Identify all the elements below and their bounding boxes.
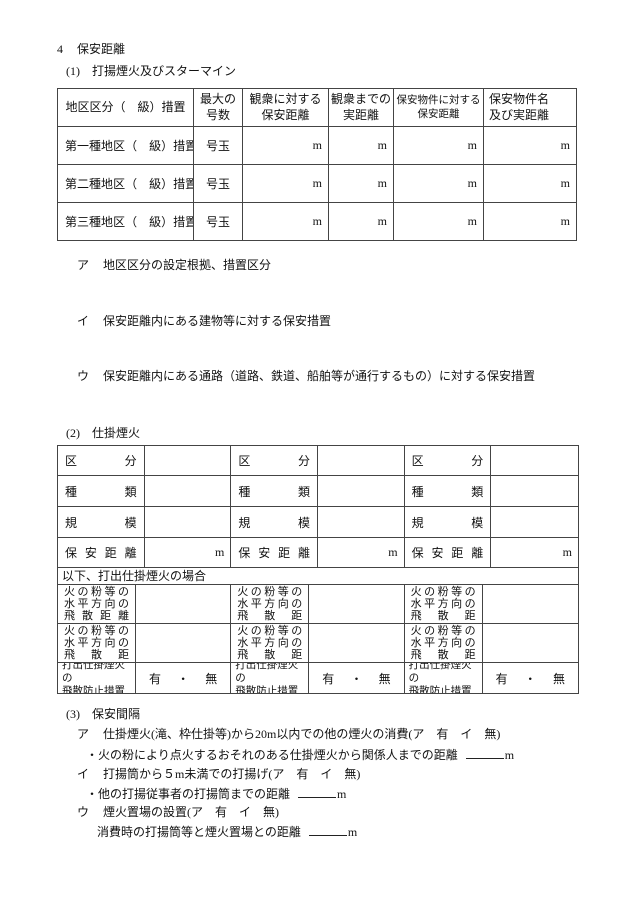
label-scatter-prevention: 打出仕掛煙火の 飛散防止措置 (404, 663, 483, 693)
table-row-unit: m (243, 165, 329, 203)
value-shurui (317, 476, 405, 507)
set-fireworks-table-top: 区分 区分 区分 種類 種類 種類 規模 規模 規模 保安距離 m 保安距離 m… (58, 446, 578, 568)
label-safety-distance: 保安距離 (231, 538, 318, 568)
set-fireworks-table: 区分 区分 区分 種類 種類 種類 規模 規模 規模 保安距離 m 保安距離 m… (57, 445, 579, 694)
list-item-i: イ打揚筒から５m未満での打揚げ(ア 有 イ 無) (77, 767, 361, 781)
value-kubun (491, 446, 578, 476)
value-kubun (144, 446, 232, 476)
table-row-max: 号玉 (194, 127, 243, 165)
subsection-2-number: (2) (66, 426, 80, 440)
table-row-unit: m (394, 127, 484, 165)
value-spark-distance (136, 624, 232, 663)
label-scatter-prevention: 打出仕掛煙火の 飛散防止措置 (231, 663, 310, 693)
subsection-1-number: (1) (66, 64, 80, 78)
section-4-title: 保安距離 (77, 42, 126, 56)
value-safety-distance: m (144, 538, 232, 568)
table-row-unit: m (329, 127, 394, 165)
value-kibo (144, 507, 232, 538)
value-scatter-prevention: 有 ・ 無 (482, 663, 578, 693)
header-property-name: 保安物件名 及び実距離 (484, 89, 576, 127)
launch-type-strip: 以下、打出仕掛煙火の場合 (58, 568, 578, 585)
header-max-size: 最大の 号数 (194, 89, 243, 127)
list-item-a: ア仕掛煙火(滝、枠仕掛等)から20m以内での他の煙火の消費(ア 有 イ 無) (77, 727, 501, 741)
fill-in-blank (298, 784, 337, 798)
table-row-unit: m (394, 165, 484, 203)
value-scatter-prevention: 有 ・ 無 (136, 663, 232, 693)
label-spark-distance: 火の粉等の 水平方向の 飛散距 (404, 585, 483, 624)
value-spark-distance (482, 624, 578, 663)
value-scatter-prevention: 有 ・ 無 (309, 663, 405, 693)
label-safety-distance: 保安距離 (404, 538, 492, 568)
value-safety-distance: m (317, 538, 405, 568)
subsection-3-heading: (3) 保安間隔 (66, 705, 140, 722)
table-row-unit: m (243, 127, 329, 165)
table-row-unit: m (394, 203, 484, 240)
table-row-unit: m (484, 203, 576, 240)
subsection-2-title: 仕掛煙火 (92, 426, 141, 440)
value-kibo (317, 507, 405, 538)
subsection-3-number: (3) (66, 707, 80, 721)
table-row-max: 号玉 (194, 165, 243, 203)
continuation-line: 消費時の打揚筒等と煙火置場との距離 m (97, 822, 357, 840)
table-row-unit: m (484, 165, 576, 203)
label-shurui: 種類 (231, 476, 318, 507)
launch-fireworks-table: 地区区分（ 級）措置 最大の 号数 観衆に対する 保安距離 観衆までの 実距離 … (57, 88, 577, 241)
list-item-a: ア地区区分の設定根拠、措置区分 (77, 258, 272, 272)
label-spark-distance: 火の粉等の 水平方向の 飛散距 (231, 585, 310, 624)
table-row-unit: m (329, 203, 394, 240)
label-safety-distance: 保安距離 (58, 538, 145, 568)
label-spark-distance: 火の粉等の 水平方向の 飛散距 (404, 624, 483, 663)
list-item-u: ウ煙火置場の設置(ア 有 イ 無) (77, 805, 280, 819)
table-row-max: 号玉 (194, 203, 243, 240)
table-row-unit: m (484, 127, 576, 165)
subsection-3-title: 保安間隔 (92, 707, 141, 721)
header-property-safety-distance: 保安物件に対する 保安距離 (394, 89, 484, 127)
value-kibo (491, 507, 578, 538)
value-spark-distance (309, 624, 405, 663)
label-kibo: 規模 (404, 507, 492, 538)
list-item-i: イ保安距離内にある建物等に対する保安措置 (77, 314, 332, 328)
value-shurui (144, 476, 232, 507)
list-item-u: ウ保安距離内にある通路（道路、鉄道、船舶等が通行するもの）に対する保安措置 (77, 369, 536, 383)
label-kubun: 区分 (231, 446, 318, 476)
value-safety-distance: m (491, 538, 578, 568)
label-kubun: 区分 (58, 446, 145, 476)
label-spark-distance: 火の粉等の 水平方向の 飛散距 (231, 624, 310, 663)
section-4-number: 4 (57, 42, 63, 56)
table-row-unit: m (243, 203, 329, 240)
bullet-line: ・他の打揚従事者の打揚筒までの距離 m (86, 784, 346, 802)
header-district: 地区区分（ 級）措置 (58, 89, 194, 127)
label-kibo: 規模 (231, 507, 318, 538)
value-kubun (317, 446, 405, 476)
label-scatter-prevention: 打出仕掛煙火の 飛散防止措置 (58, 663, 136, 693)
section-4-heading: 4 保安距離 (57, 40, 125, 57)
label-shurui: 種類 (58, 476, 145, 507)
label-kibo: 規模 (58, 507, 145, 538)
subsection-1-heading: (1) 打揚煙火及びスターマイン (66, 62, 236, 79)
header-audience-safety-distance: 観衆に対する 保安距離 (243, 89, 329, 127)
header-audience-actual-distance: 観衆までの 実距離 (329, 89, 394, 127)
value-spark-distance (309, 585, 405, 624)
value-shurui (491, 476, 578, 507)
bullet-line: ・火の粉により点火するおそれのある仕掛煙火から関係人までの距離 m (86, 745, 514, 763)
value-spark-distance (136, 585, 232, 624)
subsection-1-title: 打揚煙火及びスターマイン (92, 64, 237, 78)
label-kubun: 区分 (404, 446, 492, 476)
table-row-unit: m (329, 165, 394, 203)
subsection-2-heading: (2) 仕掛煙火 (66, 424, 140, 441)
value-spark-distance (482, 585, 578, 624)
label-shurui: 種類 (404, 476, 492, 507)
label-spark-distance: 火の粉等の 水平方向の 飛散距 (58, 624, 136, 663)
fill-in-blank (465, 745, 504, 759)
fill-in-blank (308, 822, 347, 836)
label-spark-distance: 火の粉等の 水平方向の 飛散距離 (58, 585, 136, 624)
set-fireworks-table-bottom: 火の粉等の 水平方向の 飛散距離 火の粉等の 水平方向の 飛散距 火の粉等の 水… (58, 585, 578, 693)
